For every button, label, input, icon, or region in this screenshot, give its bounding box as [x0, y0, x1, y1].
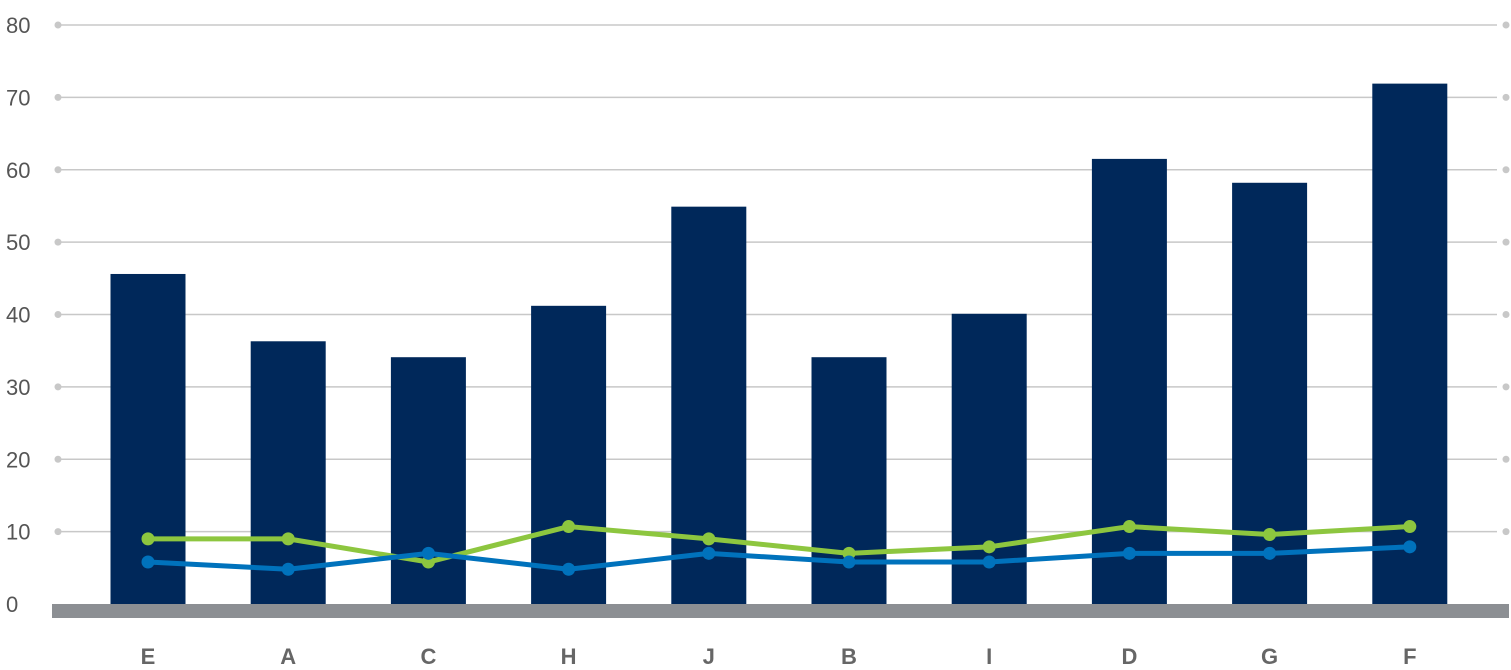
line-point	[1403, 520, 1417, 534]
line-point	[281, 532, 295, 546]
line-point	[421, 546, 435, 560]
line-point	[141, 555, 155, 569]
gridline-dot-right	[1502, 455, 1510, 463]
x-tick-label: E	[141, 644, 156, 669]
line-point	[1263, 546, 1277, 560]
gridline-dot-left	[54, 528, 62, 536]
gridline-dot-right	[1502, 93, 1510, 101]
line-point	[702, 532, 716, 546]
gridline-dot-left	[54, 21, 62, 29]
x-tick-label: A	[280, 644, 296, 669]
line-point	[281, 562, 295, 576]
y-tick-label: 0	[6, 592, 18, 617]
line-point	[562, 562, 576, 576]
gridline-dot-right	[1502, 21, 1510, 29]
line-point	[141, 532, 155, 546]
gridline-dot-right	[1502, 528, 1510, 536]
bar	[531, 305, 607, 604]
bar	[1372, 83, 1448, 604]
y-tick-label: 60	[6, 158, 30, 183]
gridline-dot-right	[1502, 166, 1510, 174]
gridline-dot-left	[54, 311, 62, 318]
x-tick-label: B	[841, 644, 857, 669]
series-line	[145, 524, 1413, 565]
y-tick-label: 70	[6, 85, 30, 110]
y-axis-ticks: 0 10 20 30 40 50 60 70 80	[6, 13, 30, 617]
line-layer	[141, 520, 1417, 576]
x-tick-label: D	[1121, 644, 1137, 669]
x-tick-label: H	[561, 644, 577, 669]
gridline-dot-right	[1502, 238, 1510, 246]
series-line	[145, 544, 1413, 572]
y-tick-label: 40	[6, 303, 30, 328]
line-point	[982, 555, 996, 569]
line-point	[1122, 520, 1136, 534]
gridline-dot-right	[1502, 311, 1510, 318]
gridline-dot-left	[54, 238, 62, 246]
y-tick-label: 80	[6, 13, 30, 38]
x-tick-label: J	[703, 644, 715, 669]
x-tick-label: F	[1403, 644, 1416, 669]
y-tick-label: 30	[6, 375, 30, 400]
x-tick-label: C	[420, 644, 436, 669]
bar	[110, 273, 186, 604]
line-point	[982, 540, 996, 554]
bar-layer	[110, 83, 1448, 605]
line-point	[1122, 546, 1136, 560]
gridline-dot-right	[1502, 383, 1510, 391]
line-point	[562, 520, 576, 534]
gridline-dot-left	[54, 383, 62, 391]
gridline-dot-left	[54, 166, 62, 174]
y-tick-label: 10	[6, 520, 30, 545]
line-point	[702, 546, 716, 560]
line-point	[1263, 528, 1277, 542]
y-tick-label: 20	[6, 447, 30, 472]
y-tick-label: 50	[6, 230, 30, 255]
x-axis-baseline	[52, 604, 1509, 618]
x-tick-label: I	[986, 644, 992, 669]
gridline-dot-left	[54, 93, 62, 101]
baseline-layer	[52, 604, 1509, 618]
bar	[250, 341, 326, 604]
line-point	[842, 555, 856, 569]
x-tick-label: G	[1261, 644, 1278, 669]
gridline-dot-left	[54, 455, 62, 463]
line-point	[1403, 540, 1417, 554]
bar	[1091, 158, 1167, 605]
